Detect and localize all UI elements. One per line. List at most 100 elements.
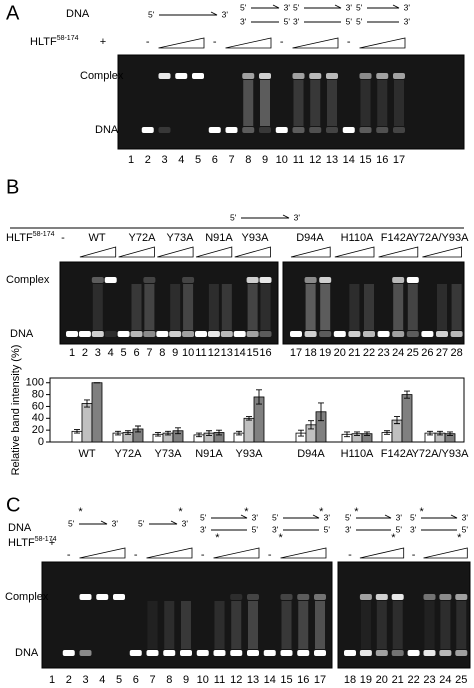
triangle [146, 547, 193, 559]
lane-number: 5 [195, 154, 201, 166]
y-tick-label: 40 [32, 412, 44, 424]
strand-end: 3' [404, 16, 411, 26]
strand-end: 5' [138, 518, 145, 528]
band [363, 331, 375, 337]
lane-number: 1 [49, 674, 55, 686]
hltf-mark: WT [88, 232, 105, 244]
strand-end: 5' [356, 16, 363, 26]
smear [221, 284, 232, 330]
lane-number: 11 [195, 347, 206, 359]
band [342, 127, 355, 133]
error-bar [384, 430, 390, 435]
lane-number: 19 [319, 347, 331, 359]
error-bar [437, 430, 443, 436]
band [78, 331, 91, 337]
lane-number: 13 [326, 154, 338, 166]
smear [437, 284, 447, 330]
label-star: * [391, 532, 396, 544]
lane-number: 14 [343, 154, 355, 166]
band [450, 331, 463, 337]
hltf-label: HLTF58-174 [6, 231, 55, 244]
band-label: DNA [95, 124, 119, 136]
hltf-mark: - [61, 232, 65, 244]
hltf-mark: + [100, 36, 106, 48]
hltf-mark: - [347, 36, 351, 48]
error-bar [216, 429, 222, 436]
band [280, 650, 293, 656]
band [423, 594, 436, 600]
band [169, 331, 182, 337]
triangle [234, 246, 271, 258]
band [392, 331, 405, 337]
hltf-mark: Y72A [129, 232, 157, 244]
dna-label: DNA [8, 522, 32, 534]
lane-number: 5 [116, 674, 122, 686]
strand-end: 5' [293, 2, 300, 12]
lane-number: 9 [172, 347, 178, 359]
strand-end: 5' [200, 512, 207, 522]
band [344, 650, 356, 656]
hltf-mark: - [412, 549, 416, 561]
label-star: * [215, 532, 220, 544]
strand-end: 5' [345, 512, 352, 522]
band [233, 331, 246, 337]
hltf-mark: H110A [341, 232, 374, 244]
lane-number: 11 [214, 674, 225, 686]
triangle [195, 246, 233, 258]
strand-end: 3' [182, 518, 189, 528]
strand-end: 5' [346, 16, 353, 26]
triangle [79, 246, 117, 258]
band [130, 331, 143, 337]
lane-number: 3 [95, 347, 101, 359]
band [423, 650, 436, 656]
band [259, 127, 271, 133]
strand [149, 520, 178, 525]
band [158, 127, 171, 133]
smear [364, 284, 374, 330]
strand-end: 5' [356, 2, 363, 12]
smear [208, 284, 219, 330]
band-label: Complex [6, 274, 50, 286]
smear [170, 284, 181, 330]
hltf-mark: Y72A/Y93A [412, 232, 470, 244]
lane-number: 9 [183, 674, 189, 686]
lane-number: 4 [178, 154, 184, 166]
band [246, 331, 259, 337]
lane-number: 12 [208, 347, 220, 359]
band [309, 127, 322, 133]
smear [260, 80, 270, 126]
strand [367, 4, 400, 9]
strand [304, 4, 342, 9]
lane-number: 16 [297, 674, 309, 686]
band [247, 594, 259, 600]
band [376, 73, 389, 79]
smear [147, 601, 158, 649]
strand-end: 3' [293, 16, 300, 26]
lane-number: 15 [246, 347, 258, 359]
x-tick-label: F142A [381, 448, 414, 460]
band [436, 331, 448, 337]
band [192, 73, 204, 79]
band [319, 331, 332, 337]
hltf-mark: - [268, 549, 272, 561]
lane-number: 19 [360, 674, 372, 686]
lane-number: 10 [182, 347, 194, 359]
smear [92, 284, 103, 330]
strand-end: 5' [410, 512, 417, 522]
smear [243, 80, 254, 126]
hltf-mark: - [146, 36, 150, 48]
error-bar [394, 416, 400, 425]
strand-end: 3' [240, 16, 247, 26]
band [290, 331, 302, 337]
lane-number: 21 [348, 347, 360, 359]
smear [360, 80, 371, 126]
lane-number: 20 [376, 674, 388, 686]
band [406, 331, 419, 337]
triangle [280, 547, 327, 559]
error-bar [165, 430, 171, 436]
strand-end: 5' [284, 16, 291, 26]
band [163, 650, 176, 656]
smear [293, 80, 304, 126]
lane-number: 8 [159, 347, 165, 359]
